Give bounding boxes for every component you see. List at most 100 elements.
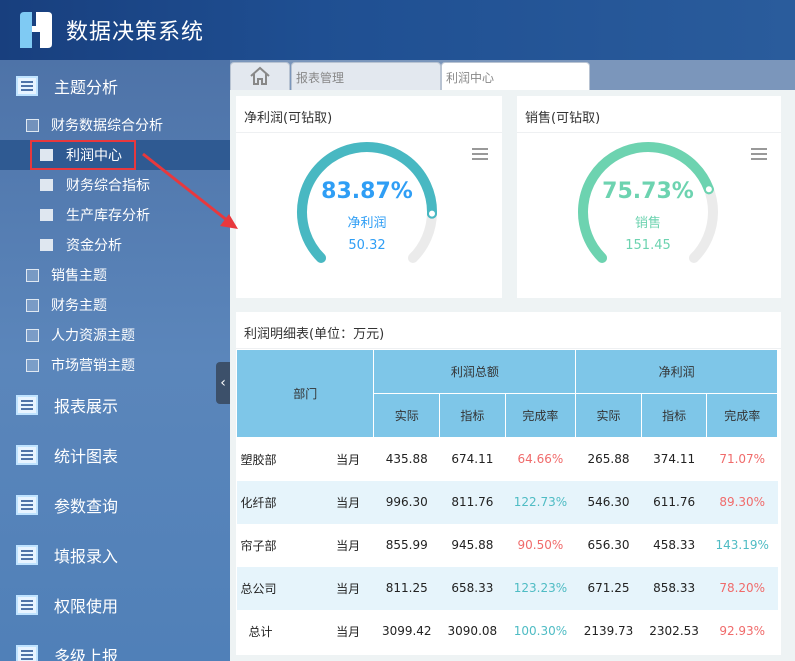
tab-report-management[interactable]: 报表管理 — [291, 62, 441, 90]
gauge-card-sales: 销售(可钻取) 75.73% 销售 151.45 — [517, 96, 781, 298]
expand-box-icon — [26, 328, 39, 342]
value-cell: 855.99 — [385, 538, 428, 552]
gauge-label: 销售 — [635, 215, 661, 231]
value-cell: 811.25 — [373, 566, 440, 610]
value-cell: 3099.42 — [381, 624, 432, 638]
gauge-chart[interactable]: 83.87% 净利润 50.32 — [236, 133, 502, 298]
tab-bar: 报表管理 利润中心 — [230, 60, 795, 90]
tab-profit-center[interactable]: 利润中心 — [441, 62, 590, 90]
sub-header: 指标 — [640, 393, 708, 438]
home-icon — [250, 66, 270, 85]
sidebar-item-label: 权限使用 — [54, 597, 119, 616]
value-cell: 671.25 — [575, 566, 642, 610]
sidebar-item-hr-theme[interactable]: 人力资源主题 — [0, 320, 230, 350]
sidebar-item-funds[interactable]: 资金分析 — [0, 230, 230, 260]
value-cell: 656.30 — [587, 538, 630, 552]
report-icon — [16, 76, 38, 96]
sidebar-item-report-display[interactable]: 报表展示 — [0, 385, 230, 425]
chart-icon — [40, 239, 53, 251]
sidebar-item-label: 主题分析 — [54, 78, 119, 97]
sidebar-item-label: 财务主题 — [51, 298, 107, 314]
value-cell: 78.20% — [706, 566, 778, 610]
sub-header: 指标 — [439, 393, 506, 438]
dept-header: 部门 — [235, 349, 375, 438]
value-cell: 2302.53 — [649, 624, 699, 638]
dept-cell: 塑胶部 — [240, 452, 277, 467]
dept-cell: 总公司 — [236, 566, 323, 610]
table-icon — [40, 149, 53, 161]
sidebar-item-marketing-theme[interactable]: 市场营销主题 — [0, 350, 230, 380]
gauge-progress — [578, 142, 714, 263]
sidebar-item-label: 统计图表 — [54, 447, 119, 466]
sidebar-item-label: 人力资源主题 — [51, 328, 135, 344]
sidebar-collapse-button[interactable]: ‹ — [216, 362, 230, 404]
highlight-box — [30, 140, 136, 170]
value-cell: 435.88 — [385, 452, 428, 467]
sub-header: 完成率 — [504, 393, 577, 438]
gauge-percent: 75.73% — [602, 179, 694, 204]
value-cell: 89.30% — [706, 480, 778, 524]
sidebar-item-label: 报表展示 — [54, 397, 119, 416]
dept-cell: 帘子部 — [240, 538, 277, 553]
sidebar-item-permissions[interactable]: 权限使用 — [0, 585, 230, 625]
app-header: 数据决策系统 — [0, 0, 795, 60]
group-header: 净利润 — [575, 349, 778, 394]
value-cell: 811.76 — [439, 480, 506, 524]
sidebar-item-label: 销售主题 — [51, 268, 107, 284]
sidebar-item-finance-index[interactable]: 财务综合指标 — [0, 170, 230, 200]
report-icon — [16, 495, 38, 515]
value-cell: 374.11 — [653, 452, 696, 467]
value-cell: 122.73% — [505, 480, 576, 524]
value-cell: 71.07% — [719, 452, 766, 467]
sidebar-group-finance[interactable]: 财务数据综合分析 — [0, 110, 230, 140]
logo-icon — [20, 12, 52, 48]
gauge-chart[interactable]: 75.73% 销售 151.45 — [517, 133, 781, 298]
value-cell: 858.33 — [641, 566, 707, 610]
table-row: 塑胶部 当月 435.88 674.11 64.66% 265.88 374.11 71.07… — [237, 438, 778, 481]
sidebar-item-label: 市场营销主题 — [51, 358, 135, 374]
value-cell: 265.88 — [587, 452, 630, 467]
value-cell: 123.23% — [505, 566, 576, 610]
expand-box-icon — [26, 298, 39, 312]
value-cell: 674.11 — [451, 452, 494, 467]
sidebar-item-theme-analysis[interactable]: 主题分析 — [0, 66, 230, 106]
chart-icon — [40, 179, 53, 191]
sub-header: 完成率 — [706, 393, 778, 438]
value-cell: 996.30 — [373, 480, 440, 524]
tab-home[interactable] — [230, 62, 290, 90]
sidebar-item-param-query[interactable]: 参数查询 — [0, 485, 230, 525]
sidebar-item-charts[interactable]: 统计图表 — [0, 435, 230, 475]
menu-icon[interactable] — [472, 148, 488, 160]
table-row: 化纤部 当月 996.30 811.76 122.73% 546.30 611.76 89.3… — [236, 480, 778, 524]
value-cell: 92.93% — [719, 624, 766, 638]
report-icon — [16, 545, 38, 565]
report-icon — [16, 395, 38, 415]
value-cell: 143.19% — [715, 538, 769, 552]
sidebar-item-sales-theme[interactable]: 销售主题 — [0, 260, 230, 290]
period-cell: 当月 — [336, 624, 361, 639]
sidebar-item-label: 财务综合指标 — [66, 178, 150, 194]
gauge-value: 151.45 — [625, 238, 671, 253]
menu-icon[interactable] — [751, 148, 767, 160]
sidebar-item-finance-theme[interactable]: 财务主题 — [0, 290, 230, 320]
expand-box-icon — [26, 358, 39, 372]
gauge-marker — [703, 184, 714, 195]
value-cell: 611.76 — [641, 480, 707, 524]
sub-header: 实际 — [373, 393, 441, 438]
gauge-progress — [297, 142, 437, 263]
gauge-percent: 83.87% — [321, 179, 413, 204]
table-icon — [40, 209, 53, 221]
gauge-value: 50.32 — [348, 238, 385, 253]
card-title: 净利润(可钻取) — [236, 96, 502, 133]
value-cell: 2139.73 — [583, 624, 634, 638]
period-cell: 当月 — [322, 566, 374, 610]
sidebar-item-multi-report[interactable]: 多级上报 — [0, 635, 230, 661]
sidebar-item-inventory[interactable]: 生产库存分析 — [0, 200, 230, 230]
sidebar-item-data-entry[interactable]: 填报录入 — [0, 535, 230, 575]
report-icon — [16, 645, 38, 661]
table-row: 帘子部 当月 855.99 945.88 90.50% 656.30 458.33 143.1… — [237, 524, 778, 567]
expand-box-icon — [26, 268, 39, 282]
sidebar-item-label: 利润中心 — [66, 148, 122, 164]
sidebar-item-label: 生产库存分析 — [66, 208, 150, 224]
value-cell: 546.30 — [575, 480, 642, 524]
